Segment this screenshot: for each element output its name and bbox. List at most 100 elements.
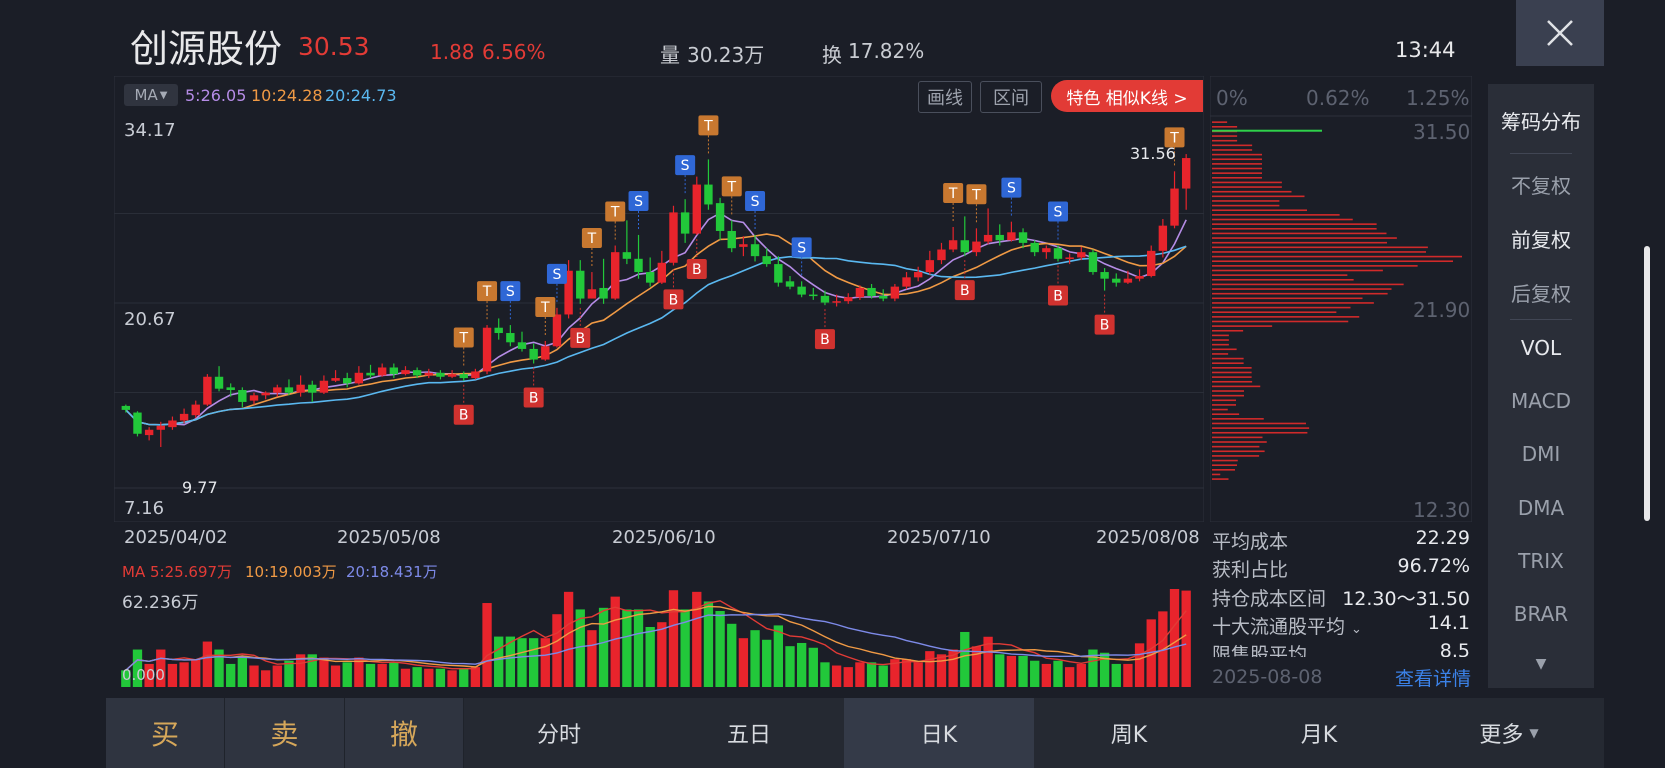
ma10-legend: 10:24.28: [251, 86, 323, 105]
date-label-1: 2025/04/02: [124, 527, 228, 548]
chip-bar: [1212, 376, 1252, 378]
volume-bar: [563, 591, 574, 687]
buy-button[interactable]: 买: [106, 698, 225, 768]
signal-letter: T: [948, 186, 958, 202]
signal-b-badge: [686, 258, 707, 279]
chip-bar: [1212, 427, 1310, 429]
top10-avg-label[interactable]: 十大流通股平均 ⌄: [1212, 616, 1362, 638]
candle-body: [995, 234, 1004, 241]
volume-bar: [389, 662, 399, 687]
volume-chart[interactable]: [114, 553, 1204, 691]
cancel-order-button[interactable]: 撤: [345, 698, 464, 768]
signal-t-badge: [605, 201, 626, 222]
turnover-value: 17.82%: [848, 39, 925, 63]
volume-bar: [249, 665, 259, 687]
chip-bar: [1212, 297, 1363, 300]
volume-bar: [645, 626, 655, 687]
signal-s-badge: [500, 281, 521, 302]
candle-body: [1170, 188, 1179, 226]
candle-body: [809, 294, 818, 297]
menu-trix[interactable]: TRIX: [1518, 549, 1564, 573]
candle-body: [191, 404, 200, 416]
chip-bar: [1212, 181, 1282, 184]
volume-bar: [890, 659, 900, 687]
menu-expand-icon[interactable]: ▼: [1535, 656, 1547, 672]
range-button[interactable]: 区间: [980, 81, 1042, 113]
candle-body: [308, 384, 317, 393]
menu-brar[interactable]: BRAR: [1513, 602, 1569, 626]
volume-bar: [703, 601, 714, 687]
view-details-link[interactable]: 查看详情: [1395, 668, 1472, 690]
chip-bar: [1212, 190, 1292, 193]
signal-letter: T: [540, 300, 550, 316]
candle-body: [855, 287, 865, 298]
menu-divider: [1510, 319, 1572, 320]
similar-k-button[interactable]: 特色 相似K线 >: [1051, 80, 1203, 112]
menu-no-adjust[interactable]: 不复权: [1511, 174, 1571, 198]
volume-bar: [808, 647, 818, 687]
turnover-label: 换: [822, 43, 842, 67]
candle-body: [576, 270, 585, 299]
candle-body: [937, 249, 946, 261]
volume-bar: [762, 639, 772, 687]
tab-monthly-k[interactable]: 月K: [1300, 723, 1338, 748]
ma-selector[interactable]: MA ▼: [124, 84, 178, 106]
volume-bar: [1146, 619, 1156, 687]
restricted-avg-value: 8.5: [1439, 640, 1470, 657]
tab-intraday[interactable]: 分时: [536, 723, 581, 748]
cost-range-value: 12.30～31.50: [1342, 588, 1470, 610]
volume-bar: [284, 660, 294, 687]
volume-bar: [552, 614, 562, 687]
vol-y-top: 62.236万: [122, 593, 199, 613]
y-axis-bottom: 7.16: [124, 498, 165, 519]
volume-bar: [1123, 663, 1133, 687]
volume-bar: [307, 654, 317, 687]
volume-bar: [342, 662, 352, 687]
menu-dmi[interactable]: DMI: [1521, 442, 1561, 466]
candle-body: [552, 314, 562, 347]
volume-bar: [459, 668, 469, 687]
candle-body: [739, 244, 748, 247]
volume-bar: [622, 609, 632, 687]
chip-bar: [1212, 431, 1308, 434]
candle-body: [517, 342, 527, 349]
sell-button[interactable]: 卖: [225, 698, 345, 768]
candle-body: [1042, 248, 1051, 253]
menu-vol[interactable]: VOL: [1520, 336, 1562, 360]
high-marker: 31.56: [1130, 144, 1176, 163]
chip-bar: [1212, 362, 1244, 365]
signal-letter: B: [960, 283, 970, 299]
candle-body: [389, 367, 399, 375]
volume-bar: [237, 655, 248, 687]
close-button[interactable]: [1516, 0, 1604, 66]
candle-body: [948, 240, 958, 250]
candle-body: [1018, 232, 1028, 243]
volume-bar: [936, 654, 947, 687]
chip-bar: [1212, 139, 1238, 142]
profit-ratio-value: 96.72%: [1397, 555, 1470, 577]
candle-body: [820, 295, 830, 303]
restricted-avg-row[interactable]: 限售股平均 8.5: [1208, 640, 1472, 657]
candle-body: [436, 372, 445, 377]
tab-daily-k[interactable]: 日K: [844, 698, 1034, 768]
tab-weekly-k[interactable]: 周K: [1110, 723, 1148, 748]
menu-macd[interactable]: MACD: [1511, 389, 1571, 413]
menu-chip-distribution[interactable]: 筹码分布: [1501, 110, 1581, 134]
scrollbar[interactable]: [1644, 246, 1650, 521]
menu-dma[interactable]: DMA: [1517, 496, 1565, 520]
candle-body: [273, 387, 282, 393]
tab-more[interactable]: 更多 ▼: [1479, 723, 1539, 748]
draw-line-button[interactable]: 画线: [918, 81, 972, 113]
ma5-legend: 5:26.05: [185, 86, 247, 105]
menu-backward-adjust[interactable]: 后复权: [1511, 282, 1571, 306]
volume-bar: [831, 665, 842, 687]
chip-bar: [1212, 204, 1280, 207]
chip-pct-2: 1.25%: [1406, 86, 1470, 110]
volume-bar: [925, 651, 935, 687]
volume-bar: [575, 609, 585, 687]
chip-distribution-chart[interactable]: [1210, 76, 1472, 522]
menu-forward-adjust[interactable]: 前复权: [1511, 228, 1571, 252]
chip-bar: [1212, 334, 1229, 337]
tab-five-day[interactable]: 五日: [726, 723, 771, 748]
